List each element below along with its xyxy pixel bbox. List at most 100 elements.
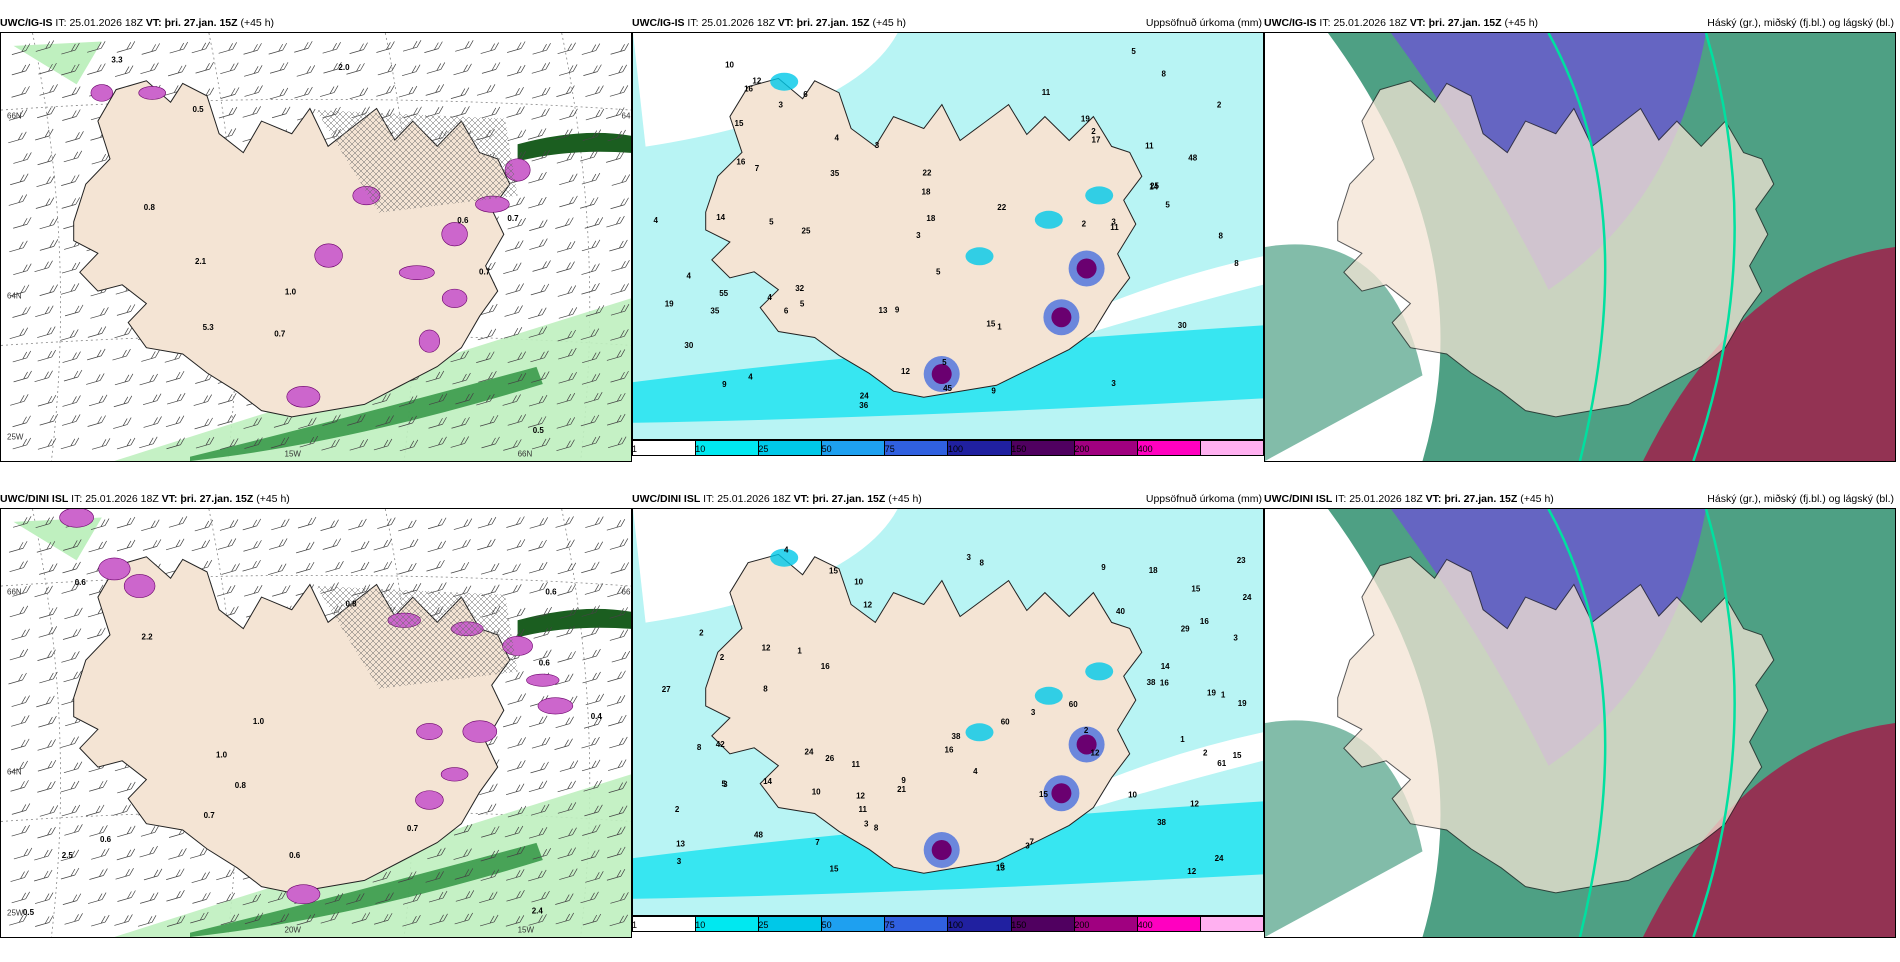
wind-barb [506, 845, 526, 858]
wind-barb [398, 395, 418, 407]
wind-barb [528, 307, 547, 320]
wind-barb [62, 561, 81, 574]
wind-barb [65, 131, 84, 143]
valid-time-value: þri. 27.jan. 15Z [796, 17, 870, 29]
wind-barb [60, 780, 80, 793]
map-value-label: 14 [763, 777, 772, 786]
wind-barb [581, 435, 601, 448]
precip-patch [965, 723, 994, 742]
wind-barb [398, 562, 417, 575]
wind-barb [425, 84, 445, 96]
wind-barb [582, 913, 602, 926]
precip-colorbar [632, 916, 1264, 932]
wind-barb [558, 307, 578, 319]
snow-precip-blob [441, 288, 468, 308]
map-value-label: 0.8 [235, 781, 247, 790]
wind-barb [64, 304, 84, 317]
snow-precip-blob [286, 386, 321, 408]
low-cloud-area [1643, 247, 1895, 461]
valid-time-label: VT: [161, 493, 178, 505]
wind-barb [530, 350, 549, 363]
map-value-label: 0.5 [23, 908, 35, 917]
wind-barb [11, 824, 30, 837]
model-name: UWC/IG-IS [0, 17, 53, 29]
precip-map-svg: 2335533498632448921221422151532111330127… [633, 33, 1263, 439]
map-value-label: 11 [1042, 88, 1051, 97]
wind-barb [114, 65, 134, 77]
map-value-label: 1 [997, 322, 1002, 331]
wind-barb [610, 43, 629, 55]
valid-time-label: VT: [145, 17, 162, 29]
wind-barb [62, 351, 81, 363]
wind-barb [143, 416, 162, 428]
wind-barb [372, 393, 391, 405]
wind-barb [476, 84, 496, 96]
wind-barb [60, 283, 80, 295]
colorbar-ticks: 1 10 25 50 75 100 150 200 400 [632, 920, 1264, 932]
wind-barb [218, 106, 238, 119]
map-value-label: 60 [1069, 700, 1078, 709]
wind-barb [165, 538, 185, 551]
map-value-label: 10 [854, 578, 863, 587]
wind-barb [87, 348, 106, 361]
wind-barb [556, 439, 575, 452]
wind-barb [608, 759, 627, 771]
wind-barb [244, 912, 264, 925]
colorbar-tick-label: 1 [632, 920, 638, 930]
wind-barb [37, 153, 56, 166]
wind-barb [37, 438, 57, 450]
colorbar-tick-label: 50 [821, 444, 832, 454]
map-value-label: 1.0 [285, 288, 297, 297]
wind-barb [244, 65, 263, 77]
wind-barb [13, 217, 32, 229]
map-value-label: 19 [1081, 115, 1090, 124]
colorbar-swatch [885, 917, 949, 931]
map-value-label: 11 [852, 760, 861, 769]
wind-barb [269, 87, 289, 100]
wind-barb [243, 417, 262, 429]
wind-barb [529, 238, 548, 250]
field-title: Uppsöfnuð úrkoma (mm) [1145, 17, 1262, 29]
lead-time: (+45 h) [256, 493, 290, 505]
lead-time: (+45 h) [872, 17, 907, 29]
precip-patch [770, 72, 799, 91]
colorbar-tick-label: 75 [884, 920, 895, 930]
wind-barb [607, 826, 626, 838]
wind-barb [533, 606, 552, 619]
map-value-label: 3 [723, 780, 728, 789]
wind-barb [581, 736, 600, 749]
wind-barb [269, 538, 288, 550]
axis-label: 64N [7, 291, 22, 300]
wind-barb [529, 517, 549, 529]
wind-barb [10, 780, 29, 792]
map-value-label: 25 [1150, 182, 1159, 191]
panel-header: UWC/IG-IS IT: 25.01.2026 18Z VT: þri. 27… [1264, 14, 1896, 32]
wind-barb [507, 129, 527, 141]
wind-barb [505, 87, 524, 99]
iceland-landmass [705, 553, 1143, 874]
wind-barb [555, 912, 575, 925]
init-time-value: 25.01.2026 18Z [701, 17, 775, 29]
map-value-label: 12 [1190, 799, 1199, 808]
wind-barb [36, 695, 55, 708]
colorbar-swatch [1011, 917, 1075, 931]
wind-barb [220, 913, 240, 926]
map-value-label: 0.6 [75, 578, 87, 587]
map-value-label: 3 [1233, 634, 1238, 643]
map-value-label: 0.7 [204, 811, 216, 820]
wind-barb [528, 914, 547, 926]
map-value-label: 8 [980, 558, 985, 567]
wind-barb [190, 911, 209, 924]
map-value-label: 22 [923, 169, 932, 178]
wind-barb [64, 824, 83, 836]
wind-barb [582, 648, 601, 661]
map-value-label: 2.4 [532, 906, 544, 915]
wind-barb [220, 438, 239, 450]
wind-barb [611, 174, 631, 186]
colorbar-tick-label: 200 [1074, 444, 1090, 454]
wind-barb [37, 781, 56, 793]
wind-barb [169, 41, 189, 54]
wind-barb [8, 131, 27, 144]
wind-barb [479, 783, 498, 796]
wind-barb [61, 651, 80, 663]
